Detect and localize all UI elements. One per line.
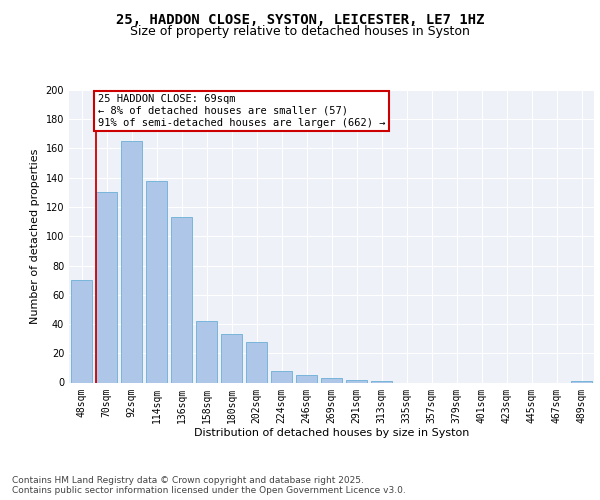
Bar	[296, 375, 317, 382]
Bar	[171, 217, 192, 382]
Bar	[271, 371, 292, 382]
Bar	[371, 381, 392, 382]
Text: Contains HM Land Registry data © Crown copyright and database right 2025.
Contai: Contains HM Land Registry data © Crown c…	[12, 476, 406, 495]
Bar	[346, 380, 367, 382]
X-axis label: Distribution of detached houses by size in Syston: Distribution of detached houses by size …	[194, 428, 469, 438]
Bar	[71, 280, 92, 382]
Text: Size of property relative to detached houses in Syston: Size of property relative to detached ho…	[130, 25, 470, 38]
Y-axis label: Number of detached properties: Number of detached properties	[30, 148, 40, 324]
Text: 25 HADDON CLOSE: 69sqm
← 8% of detached houses are smaller (57)
91% of semi-deta: 25 HADDON CLOSE: 69sqm ← 8% of detached …	[98, 94, 385, 128]
Bar	[321, 378, 342, 382]
Text: 25, HADDON CLOSE, SYSTON, LEICESTER, LE7 1HZ: 25, HADDON CLOSE, SYSTON, LEICESTER, LE7…	[116, 12, 484, 26]
Bar	[571, 381, 592, 382]
Bar	[96, 192, 117, 382]
Bar	[246, 342, 267, 382]
Bar	[221, 334, 242, 382]
Bar	[196, 321, 217, 382]
Bar	[121, 141, 142, 382]
Bar	[146, 180, 167, 382]
